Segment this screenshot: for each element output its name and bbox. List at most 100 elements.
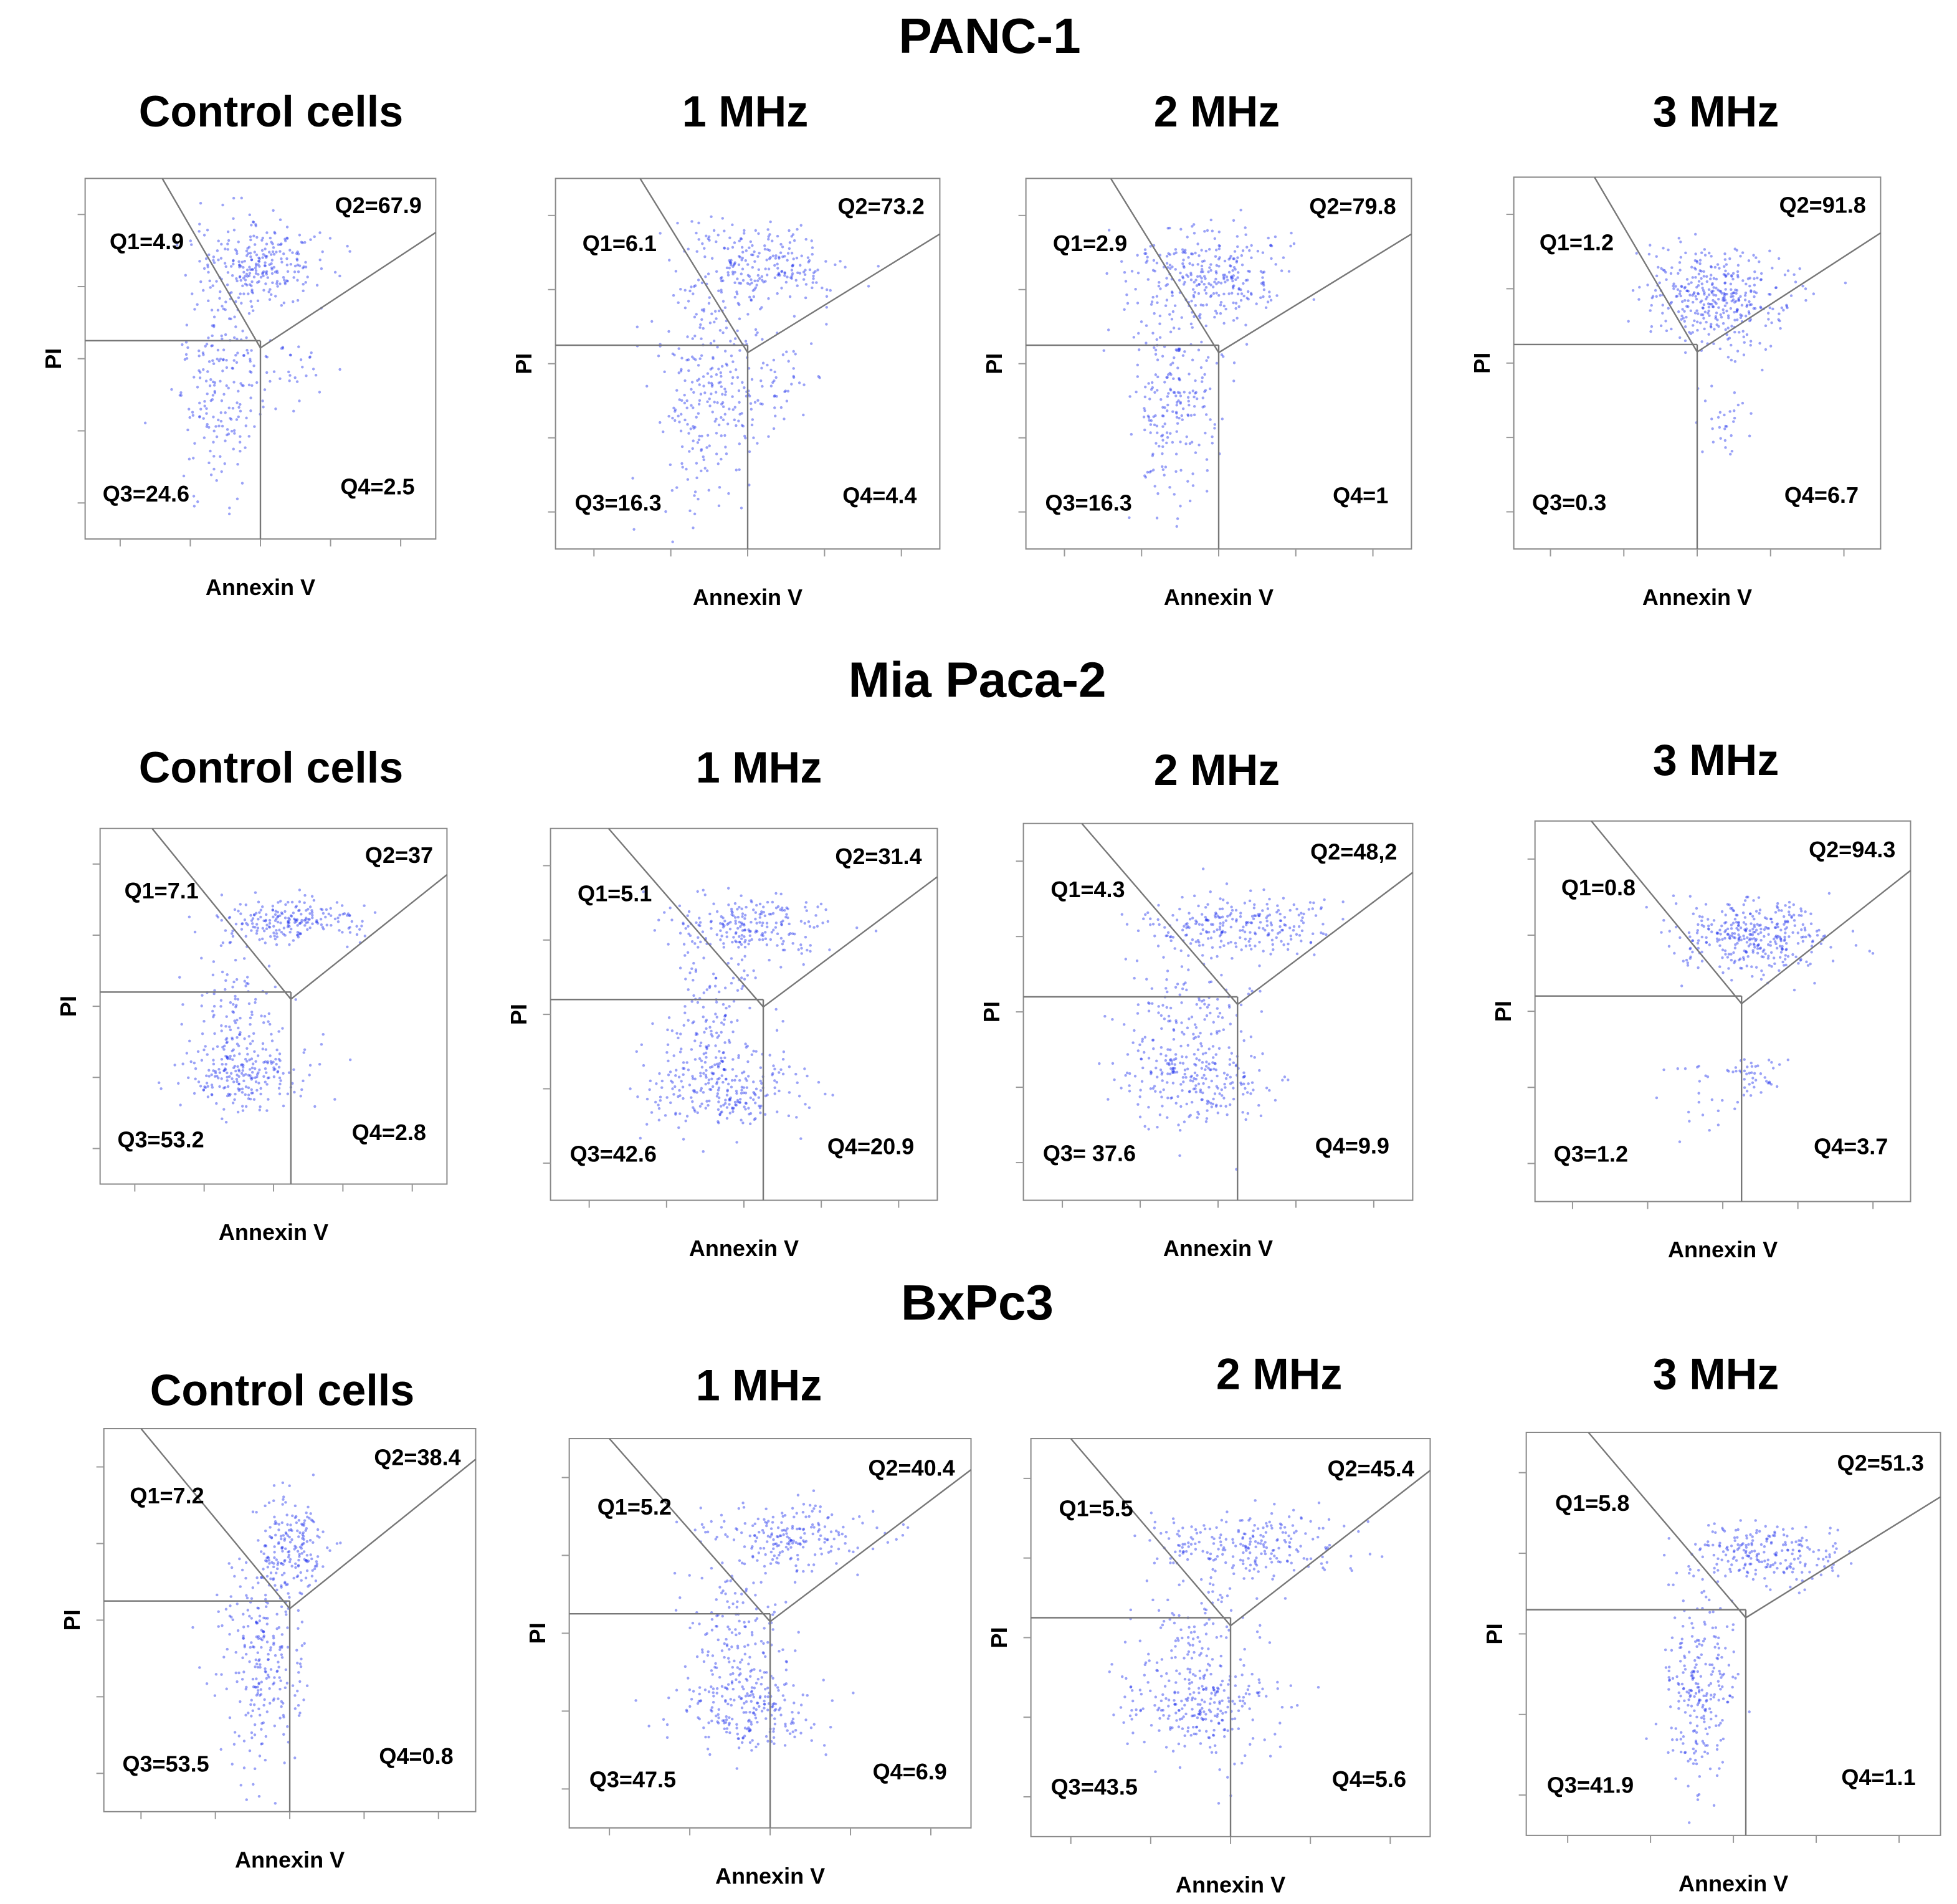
event-dot [308,1073,311,1077]
event-dot [212,1004,216,1008]
event-dot [1759,923,1762,926]
event-dot [824,908,827,912]
event-dot [1806,964,1810,967]
event-dot [735,1090,738,1093]
event-dot [648,1088,651,1092]
event-dot [1168,935,1172,939]
event-dot [1282,943,1285,946]
event-dot [1240,948,1243,951]
event-dot [1200,340,1203,344]
event-dot [1222,1097,1226,1100]
event-dot [717,462,720,465]
event-dot [1169,389,1173,392]
event-dot [792,350,795,353]
event-dot [1789,294,1793,297]
event-dot [305,916,308,920]
event-dot [1713,300,1717,303]
event-dot [785,913,788,916]
event-dot [1152,1047,1155,1050]
event-dot [1218,244,1222,248]
event-dot [663,911,666,914]
event-dot [282,1733,285,1736]
event-dot [304,260,307,264]
event-dot [240,1678,244,1681]
event-dot [211,380,215,384]
event-dot [1209,956,1213,960]
event-dot [802,1539,805,1543]
event-dot [758,916,762,919]
event-dot [249,255,252,259]
event-dot [1228,1058,1232,1061]
event-dot [250,224,253,227]
event-dot [1816,933,1819,937]
event-dot [240,1105,244,1108]
event-dot [802,383,806,386]
event-dot [1749,912,1752,915]
event-dot [780,270,783,274]
event-dot [1726,903,1730,906]
event-dot [191,292,194,295]
event-dot [270,259,274,262]
event-dot [1146,278,1150,281]
event-dot [1179,505,1182,508]
event-dot [1790,916,1793,919]
event-dot [742,1091,746,1095]
event-dot [1722,311,1725,315]
event-dot [286,1523,289,1526]
event-dot [1155,295,1159,298]
event-dot [852,1550,855,1554]
event-dot [725,1093,729,1097]
event-dot [772,928,775,931]
event-dot [1271,943,1274,946]
event-dot [232,359,236,362]
event-dot [273,1545,276,1548]
event-dot [1278,931,1282,934]
event-dot [1736,350,1740,353]
event-dot [214,1071,217,1075]
event-dot [1704,1074,1707,1077]
event-dot [1678,1140,1682,1143]
event-dot [1711,282,1714,285]
event-dot [1193,894,1196,898]
event-dot [1651,295,1655,298]
event-dot [1234,307,1237,310]
event-dot [789,1539,793,1542]
event-dot [276,1070,279,1074]
event-dot [1151,295,1155,299]
event-dot [1223,1082,1226,1086]
event-dot [298,1545,302,1549]
event-dot [249,913,252,917]
event-dot [289,1528,293,1531]
event-dot [249,1022,252,1026]
event-dot [1183,1032,1186,1036]
event-dot [260,1645,263,1649]
event-dot [264,1597,267,1601]
event-dot [778,1071,781,1074]
event-dot [788,295,792,298]
event-dot [251,268,254,271]
event-dot [237,1069,240,1072]
event-dot [1202,405,1206,408]
event-dot [299,1665,303,1668]
event-dot [774,257,778,260]
event-dot [1688,946,1692,950]
event-dot [1168,313,1171,316]
event-dot [216,308,220,312]
event-dot [246,923,249,926]
event-dot [895,1538,898,1541]
event-dot [696,890,699,893]
event-dot [1209,218,1212,222]
event-dot [740,921,743,925]
event-dot [804,935,807,939]
event-dot [1219,897,1222,900]
event-dot [222,393,226,396]
event-dot [715,1082,718,1085]
event-dot [296,278,299,282]
event-dot [1742,335,1745,338]
event-dot [212,1059,215,1062]
event-dot [1215,292,1218,295]
quadrant-label: Q2=91.8 [1779,193,1866,218]
event-dot [276,1070,280,1073]
event-dot [1132,336,1136,339]
event-dot [715,1598,718,1601]
